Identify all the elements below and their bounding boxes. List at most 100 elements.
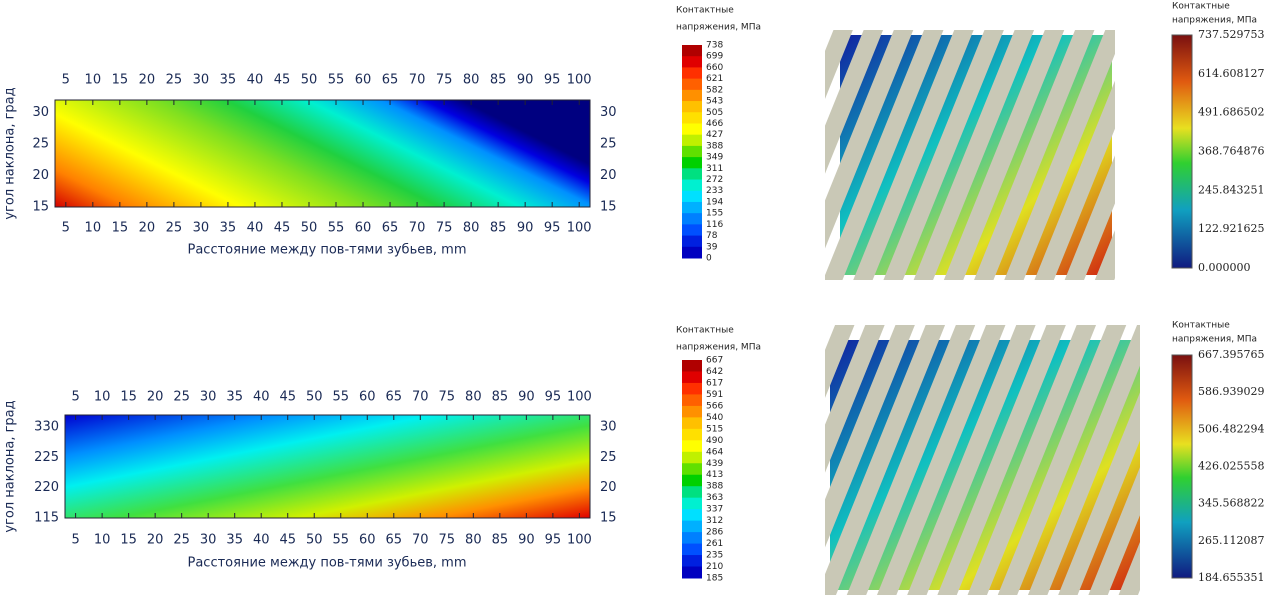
x-tick-label: 80 — [465, 533, 482, 548]
legend-title: Контактные — [1172, 321, 1230, 331]
legend-label: 185 — [706, 574, 723, 584]
legend-title: напряжения, МПа — [676, 23, 761, 33]
legend-label: 667.395765 — [1198, 348, 1264, 361]
x-tick-label: 55 — [332, 390, 349, 405]
color-swatch — [682, 371, 702, 384]
legend-label: 388 — [706, 482, 723, 492]
x-tick-label: 90 — [518, 390, 535, 405]
x-tick-label: 65 — [386, 533, 403, 548]
x-tick-label: 40 — [247, 221, 264, 236]
legend-label: 272 — [706, 175, 723, 185]
x-tick-label: 20 — [139, 73, 156, 88]
color-swatch — [682, 417, 702, 430]
legend-label: 311 — [706, 164, 723, 174]
x-tick-label: 100 — [567, 221, 592, 236]
color-swatch — [682, 360, 702, 372]
x-tick-label: 90 — [517, 73, 534, 88]
x-tick-label: 85 — [490, 221, 507, 236]
color-swatch — [682, 532, 702, 545]
x-tick-label: 45 — [274, 73, 291, 88]
x-tick-label: 70 — [409, 221, 426, 236]
legend-label: 660 — [706, 63, 723, 73]
x-tick-label: 55 — [328, 73, 345, 88]
color-swatch — [682, 405, 702, 418]
color-swatch — [682, 145, 702, 158]
legend-label: 505 — [706, 108, 723, 118]
y-tick-label: 20 — [32, 168, 49, 183]
x-tick-label: 85 — [490, 73, 507, 88]
color-swatch — [682, 451, 702, 464]
legend-label: 233 — [706, 186, 723, 196]
legend-title: напряжения, МПа — [1172, 16, 1257, 26]
x-tick-label: 10 — [85, 73, 102, 88]
y-tick-label: 15 — [600, 511, 617, 526]
color-swatch — [682, 440, 702, 453]
legend-label: 491.686502 — [1198, 106, 1264, 119]
x-tick-label: 30 — [193, 73, 210, 88]
x-tick-label: 60 — [355, 73, 372, 88]
color-swatch — [682, 112, 702, 124]
legend-label: 426.025558 — [1198, 460, 1264, 473]
color-swatch — [682, 89, 702, 102]
legend-label: 388 — [706, 141, 723, 151]
x-tick-label: 20 — [147, 533, 164, 548]
x-tick-label: 60 — [355, 221, 372, 236]
x-tick-label: 25 — [173, 390, 190, 405]
x-axis-label: Расстояние между пов-тями зубьев, mm — [188, 243, 467, 258]
x-tick-label: 80 — [463, 221, 480, 236]
color-swatch — [682, 190, 702, 203]
color-swatch — [682, 497, 702, 510]
color-swatch — [682, 56, 702, 68]
color-swatch — [682, 555, 702, 568]
x-tick-label: 40 — [253, 533, 270, 548]
x-tick-label: 75 — [436, 221, 453, 236]
x-tick-label: 65 — [382, 73, 399, 88]
legend-label: 184.655351 — [1198, 571, 1264, 584]
y-tick-label: 30 — [600, 105, 617, 120]
legend-label: 413 — [706, 470, 723, 480]
color-bar — [1171, 354, 1193, 579]
x-tick-label: 100 — [567, 73, 592, 88]
x-tick-label: 55 — [328, 221, 345, 236]
y-tick-label: 30 — [600, 420, 617, 435]
x-tick-label: 100 — [567, 390, 592, 405]
x-tick-label: 30 — [200, 533, 217, 548]
x-tick-label: 70 — [409, 73, 426, 88]
legend-label: 345.568822 — [1198, 497, 1264, 510]
color-swatch — [682, 566, 702, 579]
y-tick-label: 30 — [32, 105, 49, 120]
legend-label: 194 — [706, 197, 723, 207]
legend-label: 490 — [706, 436, 723, 446]
color-swatch — [682, 101, 702, 113]
contour-plot — [64, 414, 591, 519]
color-swatch — [682, 474, 702, 487]
gear-model — [825, 30, 1115, 280]
x-tick-label: 85 — [492, 390, 509, 405]
color-swatch — [682, 520, 702, 533]
x-tick-label: 5 — [71, 533, 79, 548]
x-tick-label: 5 — [71, 390, 79, 405]
x-tick-label: 30 — [200, 390, 217, 405]
x-tick-label: 35 — [220, 73, 237, 88]
y-tick-label: 20 — [600, 480, 617, 495]
x-tick-label: 5 — [62, 73, 70, 88]
legend-label: 39 — [706, 242, 718, 252]
legend-title: Контактные — [1172, 2, 1230, 12]
x-tick-label: 45 — [274, 221, 291, 236]
x-tick-label: 15 — [112, 221, 129, 236]
x-axis-label: Расстояние между пов-тями зубьев, mm — [188, 556, 467, 571]
legend-label: 582 — [706, 85, 723, 95]
y-tick-label: 330 — [34, 420, 59, 435]
legend-label: 466 — [706, 119, 723, 129]
x-tick-label: 60 — [359, 533, 376, 548]
legend-label: 614.608127 — [1198, 67, 1264, 80]
x-tick-label: 15 — [120, 533, 137, 548]
y-tick-label: 20 — [600, 168, 617, 183]
x-tick-label: 45 — [279, 533, 296, 548]
color-swatch — [682, 486, 702, 499]
color-swatch — [682, 428, 702, 441]
x-tick-label: 40 — [247, 73, 264, 88]
legend-title: Контактные — [676, 326, 734, 336]
legend-label: 235 — [706, 551, 723, 561]
